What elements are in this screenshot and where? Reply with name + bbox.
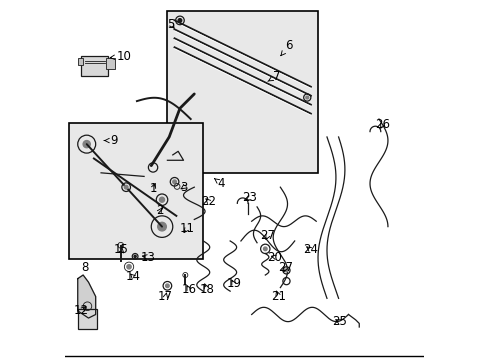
Text: 9: 9 [104,134,117,147]
Text: 18: 18 [199,283,214,296]
Circle shape [165,284,169,288]
Bar [167,12,317,173]
Text: 22: 22 [201,195,216,208]
Text: 27: 27 [278,261,293,274]
Circle shape [178,19,182,22]
Circle shape [126,265,131,269]
Text: 21: 21 [270,290,285,303]
Text: 4: 4 [214,177,224,190]
Text: 19: 19 [226,278,241,291]
Circle shape [172,180,176,184]
Circle shape [263,247,266,251]
Text: 1: 1 [149,183,157,195]
Circle shape [285,269,287,272]
Text: 2: 2 [156,204,163,217]
Text: 10: 10 [110,50,132,63]
Bar [106,58,115,69]
Text: 17: 17 [158,290,173,303]
Text: 8: 8 [81,261,88,274]
Text: 5: 5 [167,18,174,31]
Text: 26: 26 [374,118,389,131]
Text: 27: 27 [260,229,275,242]
Text: 3: 3 [180,181,187,194]
Bar [81,56,108,76]
Text: 11: 11 [179,222,194,235]
Text: 13: 13 [140,251,155,264]
Text: 24: 24 [303,243,318,256]
Circle shape [305,96,308,99]
Text: 7: 7 [267,69,280,82]
Circle shape [134,255,136,257]
Text: 12: 12 [74,305,89,318]
Text: 20: 20 [267,251,282,264]
Text: 14: 14 [125,270,141,283]
Circle shape [158,222,166,231]
Bar [69,123,203,259]
Text: 23: 23 [242,192,257,204]
Bar [78,58,83,65]
Text: 25: 25 [331,315,346,328]
Circle shape [83,140,90,148]
Text: 6: 6 [280,39,292,56]
Text: 15: 15 [113,243,128,256]
Polygon shape [78,275,96,318]
Circle shape [159,197,164,202]
Circle shape [124,185,128,189]
Bar [78,309,97,329]
Text: 16: 16 [181,283,196,296]
